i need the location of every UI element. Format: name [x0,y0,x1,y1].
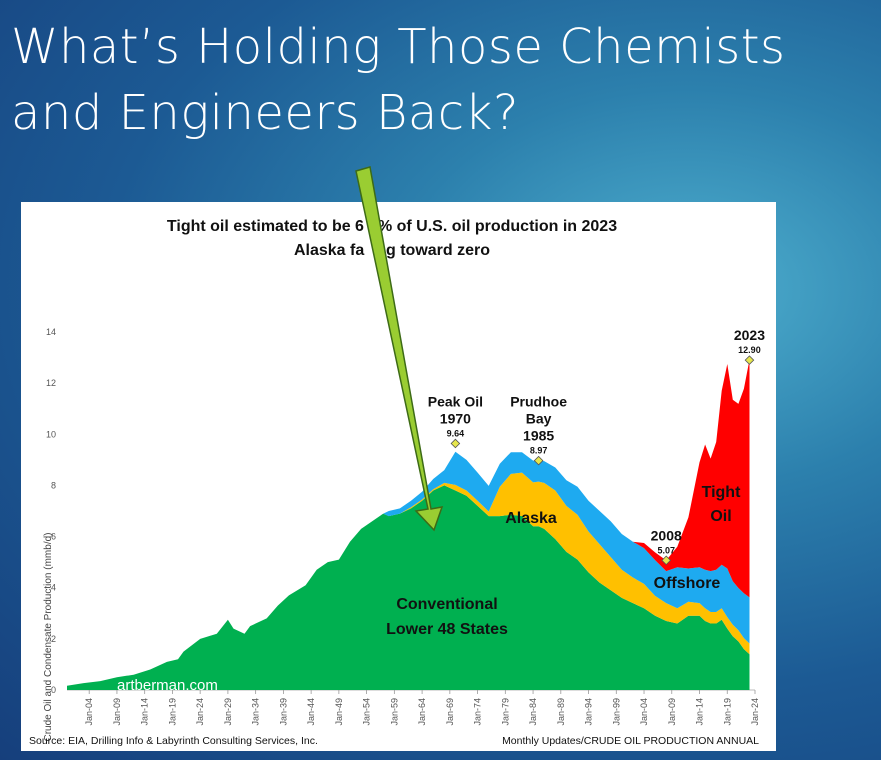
x-tick-label: Jan-74 [473,698,483,726]
y-tick-label: 10 [46,429,56,439]
watermark: artberman.com [117,677,218,694]
annotation-value: 9.64 [447,428,465,438]
slide-title: What’s Holding Those Chemists and Engine… [11,14,876,146]
x-tick-label: Jan-89 [556,698,566,726]
slide-title-line-2: and Engineers Back? [11,85,519,141]
annotation-marker [661,555,672,566]
annotation-text: Peak Oil [428,393,483,409]
area-label-tight-2: Oil [710,508,731,525]
production-note: Monthly Updates/CRUDE OIL PRODUCTION ANN… [502,735,759,747]
annotation-text: 1985 [523,428,554,444]
y-tick-label: 4 [51,583,56,593]
source-note: Source: EIA, Drilling Info & Labyrinth C… [29,735,318,747]
y-tick-label: 2 [51,634,56,644]
x-tick-label: Jan-24 [195,698,205,726]
y-axis-label: Crude Oil and Condensate Production (mmb… [43,533,54,742]
chart-title-line-2: Alaska fa ng toward zero [294,242,490,259]
chart-panel: 0 2 4 6 8 10 12 14 Jan-04 Jan-09 Jan-14 Jan-19 Jan-2… [21,202,776,751]
annotation-value: 5.07 [657,545,675,555]
chart-title-line-1-end: % of U.S. oil production in 2023 [378,218,617,235]
area-label-alaska: Alaska [505,510,557,527]
annotation-marker [533,455,544,466]
x-tick-label: Jan-44 [306,698,316,726]
annotation-text: Prudhoe [510,394,567,410]
chart-areas [67,359,750,690]
x-tick-label: Jan-79 [500,698,510,726]
annotation-value: 8.97 [530,446,548,456]
area-label-conventional-2: Lower 48 States [386,621,508,638]
chart-title-line-2-start: Alaska fa [294,242,364,259]
y-tick-label: 12 [46,378,56,388]
area-conventional-lower-48-states [67,485,750,690]
x-tick-label: Jan-09 [667,698,677,726]
x-tick-label: Jan-04 [84,698,94,726]
annotation-marker [744,355,755,365]
chart-title-line-2-end: ng toward zero [376,242,490,259]
x-tick-label: Jan-19 [167,698,177,726]
slide-title-line-1: What’s Holding Those Chemists [11,19,786,75]
x-tick-label: Jan-54 [362,698,372,726]
production-chart: 0 2 4 6 8 10 12 14 Jan-04 Jan-09 Jan-14 Jan-19 Jan-2… [29,218,765,747]
area-label-offshore: Offshore [654,575,721,592]
x-tick-label: Jan-59 [389,698,399,726]
x-tick-label: Jan-49 [334,698,344,726]
x-tick-label: Jan-24 [750,698,760,726]
annotation-marker [450,438,461,449]
annotation-text: Bay [526,411,552,427]
x-tick-label: Jan-94 [584,698,594,726]
area-offshore [67,451,750,686]
annotation-text: 1970 [440,410,471,426]
x-tick-label: Jan-14 [695,698,705,726]
x-tick-label: Jan-84 [528,698,538,726]
x-tick-label: Jan-64 [417,698,427,726]
x-tick-label: Jan-14 [140,698,150,726]
x-tick-label: Jan-34 [251,698,261,726]
y-tick-label: 8 [51,480,56,490]
chart-title-line-1-start: Tight oil estimated to be 6 [167,218,364,235]
x-tick-label: Jan-39 [278,698,288,726]
y-tick-label: 6 [51,532,56,542]
area-alaska [67,472,750,686]
chart-title-line-1: Tight oil estimated to be 6 % of U.S. oil… [167,218,617,235]
y-tick-label: 0 [51,685,56,695]
x-tick-label: Jan-09 [112,698,122,726]
area-label-conventional-1: Conventional [396,596,497,613]
annotation-text: 2008 [651,527,682,543]
annotation-text: 2023 [734,327,765,343]
x-tick-label: Jan-19 [722,698,732,726]
x-tick-label: Jan-99 [611,698,621,726]
area-label-tight-1: Tight [702,484,741,501]
x-tick-label: Jan-04 [639,698,649,726]
x-tick-label: Jan-69 [445,698,455,726]
annotation-value: 12.90 [738,345,761,355]
x-tick-label: Jan-29 [223,698,233,726]
y-tick-label: 14 [46,327,56,337]
